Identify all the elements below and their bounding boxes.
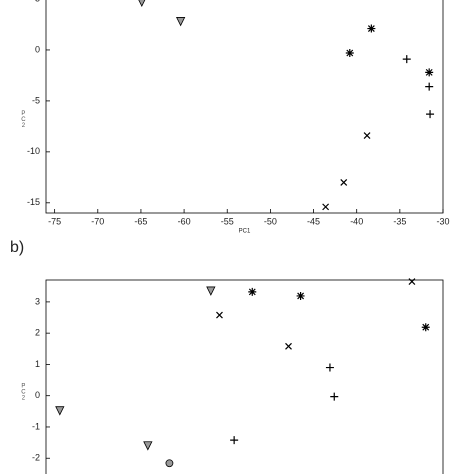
y-axis-label: PC2 xyxy=(20,384,26,402)
point xyxy=(296,291,305,300)
point xyxy=(425,68,434,77)
point xyxy=(425,82,434,91)
point xyxy=(55,406,65,416)
point xyxy=(216,311,223,319)
x-tick-label: -65 xyxy=(134,216,147,226)
point xyxy=(340,179,348,186)
point xyxy=(175,17,186,27)
x-axis-label: PC1 xyxy=(239,229,251,235)
y-tick-label: -1 xyxy=(32,421,40,431)
y-axis-label: PC2 xyxy=(20,111,26,129)
x-tick-label: -75 xyxy=(48,216,61,226)
point xyxy=(165,459,174,468)
y-tick-label: 5 xyxy=(35,0,40,3)
point xyxy=(363,132,371,139)
y-tick-label: 0 xyxy=(35,44,40,54)
plot-frame xyxy=(45,279,444,474)
y-tick-label: -2 xyxy=(32,453,40,463)
point xyxy=(367,24,376,33)
x-tick-label: -45 xyxy=(307,216,320,226)
point xyxy=(345,49,354,58)
point xyxy=(325,363,334,372)
y-tick-label: 2 xyxy=(35,328,40,338)
y-tick-label: 0 xyxy=(35,390,40,400)
y-tick-label: 1 xyxy=(35,359,40,369)
point xyxy=(248,287,257,296)
point xyxy=(285,342,292,350)
x-tick-label: -55 xyxy=(221,216,234,226)
y-tick-label: -5 xyxy=(32,95,40,105)
point xyxy=(330,392,339,401)
panel-label: b) xyxy=(10,239,24,256)
point xyxy=(402,55,411,64)
plot-frame xyxy=(45,0,444,214)
point xyxy=(421,323,430,332)
point xyxy=(426,110,435,119)
x-tick-label: -60 xyxy=(178,216,191,226)
point xyxy=(138,0,146,7)
point xyxy=(408,278,416,285)
x-tick-label: -50 xyxy=(264,216,277,226)
point xyxy=(143,441,153,451)
x-tick-label: -35 xyxy=(393,216,406,226)
y-tick-label: -15 xyxy=(27,197,40,207)
point xyxy=(230,436,239,445)
point xyxy=(206,286,216,296)
y-tick-label: -10 xyxy=(27,146,40,156)
x-tick-label: -70 xyxy=(91,216,104,226)
x-tick-label: -30 xyxy=(436,216,449,226)
point xyxy=(322,203,330,211)
x-tick-label: -40 xyxy=(350,216,363,226)
y-tick-label: 3 xyxy=(35,296,40,306)
